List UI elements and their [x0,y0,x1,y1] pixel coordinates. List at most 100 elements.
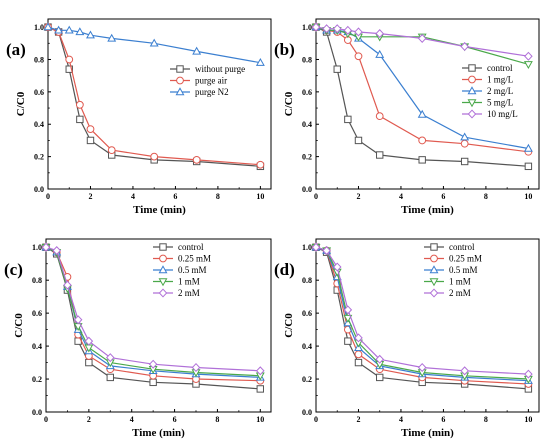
x-tick-label: 8 [484,192,488,201]
x-tick-label: 10 [524,415,532,424]
data-point [255,57,265,66]
data-point [344,115,352,124]
plot-frame [47,18,272,190]
legend-label: 0.25 mM [449,254,482,264]
legend-label: 2 mM [178,288,200,298]
x-tick-label: 6 [441,192,445,201]
legend-marker [176,76,184,85]
data-point [52,246,62,256]
x-tick-label: 2 [88,192,92,201]
data-point [354,52,363,61]
x-tick-label: 4 [131,192,135,201]
y-axis-title: C/C0 [283,313,295,338]
legend-marker [176,65,184,73]
y-axis-title: C/C0 [13,313,25,338]
x-tick-label: 4 [130,415,134,424]
legend-marker [159,243,167,251]
y-tick-label: 0.2 [302,153,312,162]
legend-marker [158,288,168,298]
legend-marker [175,87,185,96]
legend-label: 1 mg/L [487,75,513,85]
x-tick-label: 6 [173,192,177,201]
plot-frame [315,18,540,190]
x-tick-label: 2 [356,415,360,424]
legend-label: 10 mg/L [487,109,518,119]
x-tick-label: 0 [46,192,50,201]
legend: control 0.25 mM0.5 mM 1 mM2 mM [424,242,482,298]
x-tick-label: 10 [256,415,264,424]
data-point [523,61,533,70]
legend-marker [467,86,477,95]
legend: control 1 mg/L2 mg/L 5 mg/L10 mg/L [462,63,518,119]
legend-marker [430,243,438,251]
data-point [322,24,331,34]
data-point [255,366,265,376]
x-tick-label: 0 [314,192,318,201]
y-tick-label: 0.6 [302,309,312,318]
data-point [149,38,159,47]
data-point [149,378,157,387]
data-point [63,280,72,290]
data-point [191,362,201,373]
y-tick-label: 0.4 [34,120,44,129]
series-line [45,246,261,378]
legend-marker [158,265,168,274]
data-point [107,146,116,155]
legend-label: 5 mg/L [487,98,513,108]
data-point [343,314,353,323]
data-point [86,125,95,133]
y-tick-label: 0.8 [34,55,44,64]
data-point [375,112,384,121]
series-line [45,246,261,377]
series-2 [43,22,265,66]
y-axis-title: C/C0 [283,91,295,116]
panel-label: (d) [274,260,295,279]
data-point [332,262,342,272]
data-point [85,358,93,367]
legend-label: control [178,242,204,252]
legend-label: 1 mM [449,277,471,287]
y-tick-label: 0.8 [302,55,312,64]
chart-panel-d: 0 2 4 6 8 10 0.0 0.2 0.4 0.6 0.8 1.0 Time (min) C/C0 (… [274,238,540,439]
panel-label: (a) [6,40,26,59]
y-tick-label: 0.4 [32,342,42,351]
data-point [418,156,426,164]
x-axis-title: Time (min) [401,204,454,216]
legend-label: 0.5 mM [449,265,478,275]
data-point [418,136,427,145]
series-1 [44,23,265,169]
x-tick-label: 8 [215,415,219,424]
y-tick-label: 0.2 [302,375,312,384]
chart-panel-b: 0 2 4 6 8 10 0.0 0.2 0.4 0.6 0.8 1.0 Time (min) C/C0 (… [274,18,540,216]
y-tick-label: 0.4 [302,342,312,351]
data-point [311,242,321,252]
data-point [376,373,384,382]
x-tick-label: 0 [44,415,48,424]
legend-marker [467,99,477,108]
y-tick-label: 0.2 [34,153,44,162]
legend-marker [429,278,439,287]
chart-panel-c: 0 2 4 6 8 10 0.0 0.2 0.4 0.6 0.8 1.0 Time (min) C/C0 (… [4,238,272,439]
data-point [524,369,533,379]
legend-label: 1 mM [178,277,200,287]
data-point [75,100,84,109]
data-point [460,41,469,52]
data-point [54,25,64,34]
data-point [84,336,94,346]
data-point [354,358,363,367]
data-point [64,25,74,34]
data-point [65,55,74,64]
legend-label: 2 mg/L [487,86,513,96]
y-tick-label: 0.6 [32,309,42,318]
data-point [256,385,264,393]
data-point [375,354,385,364]
data-point [86,136,95,145]
series-4 [311,242,533,379]
y-tick-label: 1.0 [302,23,312,32]
legend-label: control [449,242,475,252]
x-tick-label: 8 [484,415,488,424]
data-point [65,65,73,73]
legend-label: purge air [195,76,227,86]
data-point [150,152,159,161]
panel-label: (b) [274,40,295,59]
